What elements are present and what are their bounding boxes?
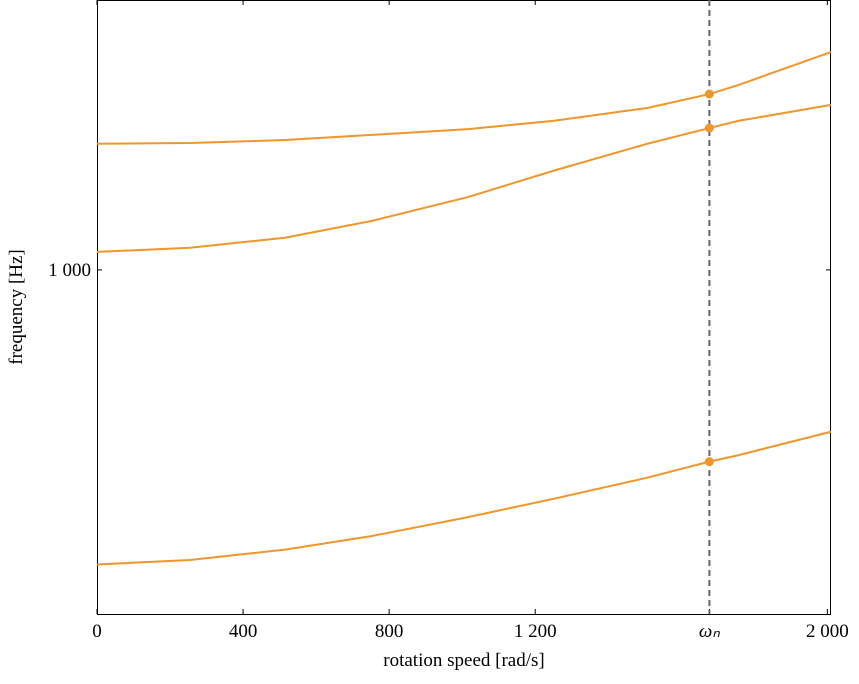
y-tick-label: 1 000 [48,260,91,281]
x-tick-label: 0 [92,621,102,642]
x-tick-label: 800 [375,621,404,642]
marker [704,123,714,133]
x-axis-label: rotation speed [rad/s] [383,650,544,671]
x-tick-label: 2 000 [806,621,849,642]
series-line [96,103,832,253]
plot-frame [97,0,831,615]
series-line [96,430,832,566]
marker [704,89,714,99]
x-tick-label: 400 [229,621,258,642]
series-line [96,51,832,145]
y-axis-label: frequency [Hz] [6,249,27,365]
marker [704,457,714,467]
x-tick-label: 1 200 [514,621,557,642]
x-tick-label: ωₙ [699,621,720,642]
